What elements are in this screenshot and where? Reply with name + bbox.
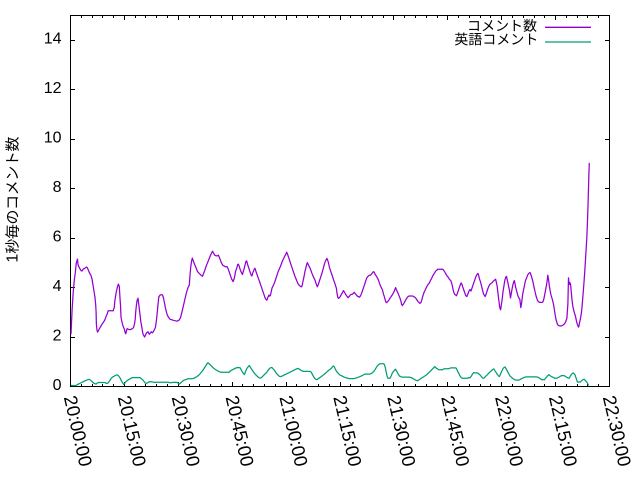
svg-text:1: 1 [5, 254, 22, 263]
svg-text:6: 6 [53, 229, 62, 246]
svg-text:8: 8 [53, 179, 62, 196]
svg-text:12: 12 [44, 80, 62, 97]
svg-text:10: 10 [44, 130, 62, 147]
svg-text:14: 14 [44, 31, 62, 48]
svg-text:0: 0 [53, 377, 62, 394]
svg-text:4: 4 [53, 278, 62, 295]
svg-text:2: 2 [53, 328, 62, 345]
